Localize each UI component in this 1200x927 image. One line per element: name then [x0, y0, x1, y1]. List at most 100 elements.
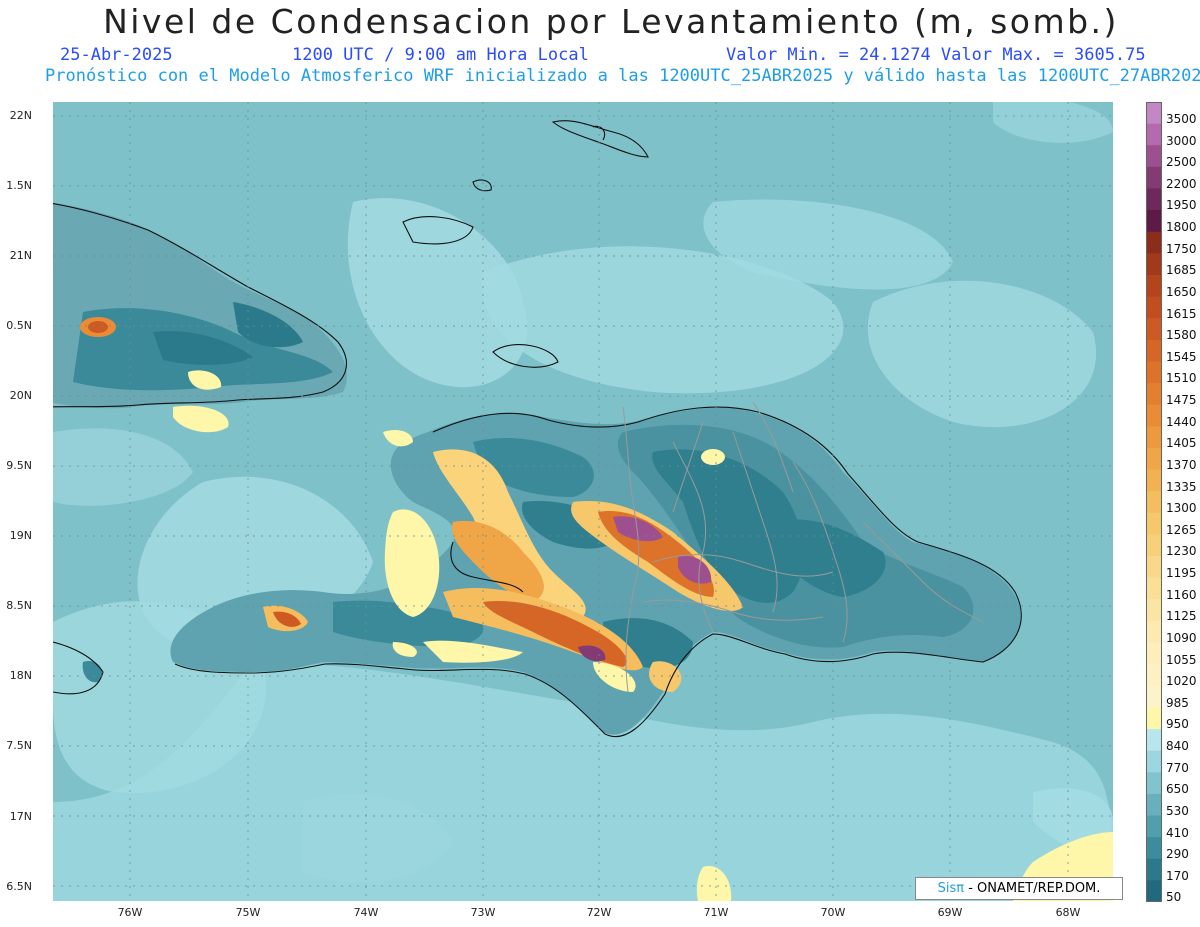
lat-label: 21N — [9, 249, 32, 262]
legend-swatch — [1146, 123, 1162, 146]
legend-label: 985 — [1166, 695, 1189, 710]
legend-swatch — [1146, 642, 1162, 665]
lon-label: 73W — [470, 906, 496, 919]
lon-label: 72W — [586, 906, 612, 919]
lat-label: 18N — [9, 669, 32, 682]
legend-label: 1300 — [1166, 501, 1197, 516]
legend-swatch — [1146, 426, 1162, 449]
lat-label: 1.5N — [6, 179, 32, 192]
legend-swatch — [1146, 793, 1162, 817]
legend-colorbar — [1146, 102, 1162, 902]
credit-box: Sisπ - ONAMET/REP.DOM. — [915, 877, 1123, 900]
legend-swatch — [1146, 512, 1162, 536]
legend-label: 1545 — [1166, 349, 1197, 364]
legend-label: 1750 — [1166, 241, 1197, 256]
legend-label: 1370 — [1166, 457, 1197, 472]
credit-org: - ONAMET/REP.DOM. — [964, 881, 1101, 896]
legend-label: 1090 — [1166, 630, 1197, 645]
legend-label: 3500 — [1166, 112, 1197, 126]
lat-label: 6.5N — [6, 880, 32, 893]
legend-label: 1685 — [1166, 263, 1197, 278]
legend-label: 840 — [1166, 739, 1189, 754]
lat-label: 0.5N — [6, 319, 32, 332]
legend-swatch — [1146, 188, 1162, 211]
legend-swatch — [1146, 102, 1162, 125]
legend-swatch — [1146, 880, 1162, 902]
legend-label: 1950 — [1166, 198, 1197, 213]
legend-swatch — [1146, 858, 1162, 881]
min-max-values: Valor Min. = 24.1274 Valor Max. = 3605.7… — [726, 45, 1146, 65]
legend-label: 770 — [1166, 760, 1189, 775]
legend-label: 50 — [1166, 890, 1182, 905]
legend-label: 1055 — [1166, 652, 1197, 667]
legend-swatch — [1146, 534, 1162, 557]
lcl-field-map — [53, 102, 1113, 901]
legend-swatch — [1146, 577, 1162, 600]
valid-time: 1200 UTC / 9:00 am Hora Local — [292, 45, 589, 65]
lon-label: 68W — [1055, 906, 1081, 919]
legend-swatch — [1146, 253, 1162, 276]
legend-swatch — [1146, 469, 1162, 492]
legend-label: 1265 — [1166, 522, 1197, 537]
lat-label: 9.5N — [6, 459, 32, 472]
lat-label: 19N — [9, 529, 32, 542]
legend-label: 1020 — [1166, 674, 1197, 689]
lon-label: 76W — [117, 906, 143, 919]
legend-label: 290 — [1166, 847, 1189, 862]
legend-label: 1440 — [1166, 414, 1197, 429]
legend-label: 650 — [1166, 782, 1189, 797]
legend-swatch — [1146, 166, 1162, 190]
legend-swatch — [1146, 729, 1162, 752]
legend-swatch — [1146, 274, 1162, 298]
lon-label: 75W — [235, 906, 261, 919]
legend-swatch — [1146, 339, 1162, 363]
lat-label: 17N — [9, 810, 32, 823]
legend-label: 1800 — [1166, 220, 1197, 235]
legend-swatch — [1146, 296, 1162, 319]
legend-label: 410 — [1166, 825, 1189, 840]
legend-label: 1475 — [1166, 393, 1197, 408]
map-title: Nivel de Condensacion por Levantamiento … — [103, 2, 1119, 41]
legend-swatch — [1146, 145, 1162, 168]
credit-brand: Sisπ — [937, 881, 965, 896]
legend-swatch — [1146, 447, 1162, 471]
legend-swatch — [1146, 599, 1162, 622]
legend-label: 1650 — [1166, 284, 1197, 299]
legend-swatch — [1146, 685, 1162, 708]
legend-swatch — [1146, 318, 1162, 341]
lat-label: 8.5N — [6, 599, 32, 612]
legend-label: 1195 — [1166, 566, 1197, 581]
legend-label: 1160 — [1166, 587, 1197, 602]
legend-frame — [1146, 102, 1162, 902]
legend-swatch — [1146, 772, 1162, 795]
map-panel — [53, 102, 1113, 901]
legend-label: 1335 — [1166, 479, 1197, 494]
lon-label: 70W — [820, 906, 846, 919]
legend-label: 3000 — [1166, 133, 1197, 148]
lat-label: 22N — [9, 109, 32, 122]
model-info: Pronóstico con el Modelo Atmosferico WRF… — [45, 66, 1200, 86]
legend-label: 2500 — [1166, 155, 1197, 170]
legend-swatch — [1146, 620, 1162, 644]
legend-swatch — [1146, 664, 1162, 687]
legend-swatch — [1146, 750, 1162, 773]
legend-swatch — [1146, 383, 1162, 406]
legend-label: 1615 — [1166, 306, 1197, 321]
legend-swatch — [1146, 707, 1162, 730]
legend-label: 170 — [1166, 868, 1189, 883]
legend-label: 950 — [1166, 717, 1189, 732]
lon-label: 74W — [353, 906, 379, 919]
legend-label: 2200 — [1166, 176, 1197, 191]
legend-label: 1125 — [1166, 609, 1197, 624]
legend-label: 1230 — [1166, 544, 1197, 559]
legend-label: 1405 — [1166, 436, 1197, 451]
legend-swatch — [1146, 210, 1162, 233]
lat-label: 7.5N — [6, 739, 32, 752]
legend-swatch — [1146, 491, 1162, 514]
legend-swatch — [1146, 837, 1162, 860]
legend-swatch — [1146, 361, 1162, 384]
legend-swatch — [1146, 815, 1162, 838]
legend-label: 1580 — [1166, 328, 1197, 343]
legend-label: 530 — [1166, 803, 1189, 818]
lon-label: 71W — [703, 906, 729, 919]
